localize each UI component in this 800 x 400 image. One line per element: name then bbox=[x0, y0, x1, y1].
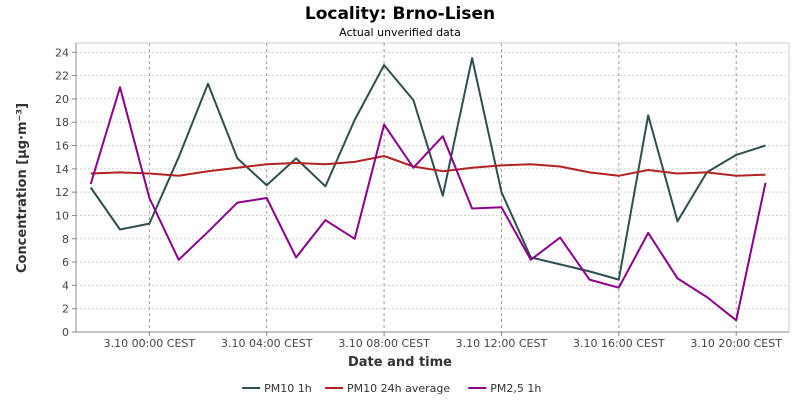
y-tick-label: 18 bbox=[55, 116, 69, 129]
legend-item: PM2,5 1h bbox=[468, 382, 541, 395]
y-tick-label: 22 bbox=[55, 70, 69, 83]
x-tick-label: 3.10 04:00 CEST bbox=[221, 337, 313, 350]
y-tick-label: 12 bbox=[55, 186, 69, 199]
x-tick-label: 3.10 00:00 CEST bbox=[104, 337, 196, 350]
x-axis-label: Date and time bbox=[348, 355, 452, 370]
series-lines bbox=[89, 57, 767, 322]
y-tick-label: 6 bbox=[62, 256, 69, 269]
x-tick-label: 3.10 16:00 CEST bbox=[573, 337, 665, 350]
x-tick-label: 3.10 20:00 CEST bbox=[690, 337, 782, 350]
y-tick-label: 0 bbox=[62, 326, 69, 339]
series-line-2 bbox=[89, 86, 767, 322]
plot-area bbox=[75, 42, 790, 333]
axes bbox=[75, 43, 789, 333]
legend-label: PM10 24h average bbox=[347, 382, 450, 395]
chart-title: Locality: Brno-Lisen bbox=[305, 4, 495, 24]
x-tick-label: 3.10 08:00 CEST bbox=[338, 337, 430, 350]
series-line-1 bbox=[90, 155, 766, 177]
y-tick-label: 20 bbox=[55, 93, 69, 106]
y-tick-label: 2 bbox=[62, 303, 69, 316]
x-axis-ticks: 3.10 00:00 CEST 3.10 04:00 CEST 3.10 08:00… bbox=[104, 332, 782, 350]
series-line-0 bbox=[89, 57, 766, 281]
x-tick-label: 3.10 12:00 CEST bbox=[456, 337, 548, 350]
y-axis-label: Concentration [µg·m⁻³] bbox=[15, 103, 30, 273]
y-tick-label: 8 bbox=[62, 233, 69, 246]
legend-label: PM10 1h bbox=[264, 382, 312, 395]
legend-label: PM2,5 1h bbox=[490, 382, 541, 395]
y-tick-label: 4 bbox=[62, 279, 69, 292]
y-tick-label: 10 bbox=[55, 209, 69, 222]
legend-item: PM10 24h average bbox=[325, 382, 450, 395]
legend-item: PM10 1h bbox=[242, 382, 312, 395]
y-tick-label: 14 bbox=[55, 163, 69, 176]
y-tick-label: 24 bbox=[55, 46, 69, 59]
legend: PM10 1h PM10 24h average PM2,5 1h bbox=[242, 382, 541, 395]
chart-subtitle: Actual unverified data bbox=[339, 26, 461, 39]
y-tick-label: 16 bbox=[55, 140, 69, 153]
